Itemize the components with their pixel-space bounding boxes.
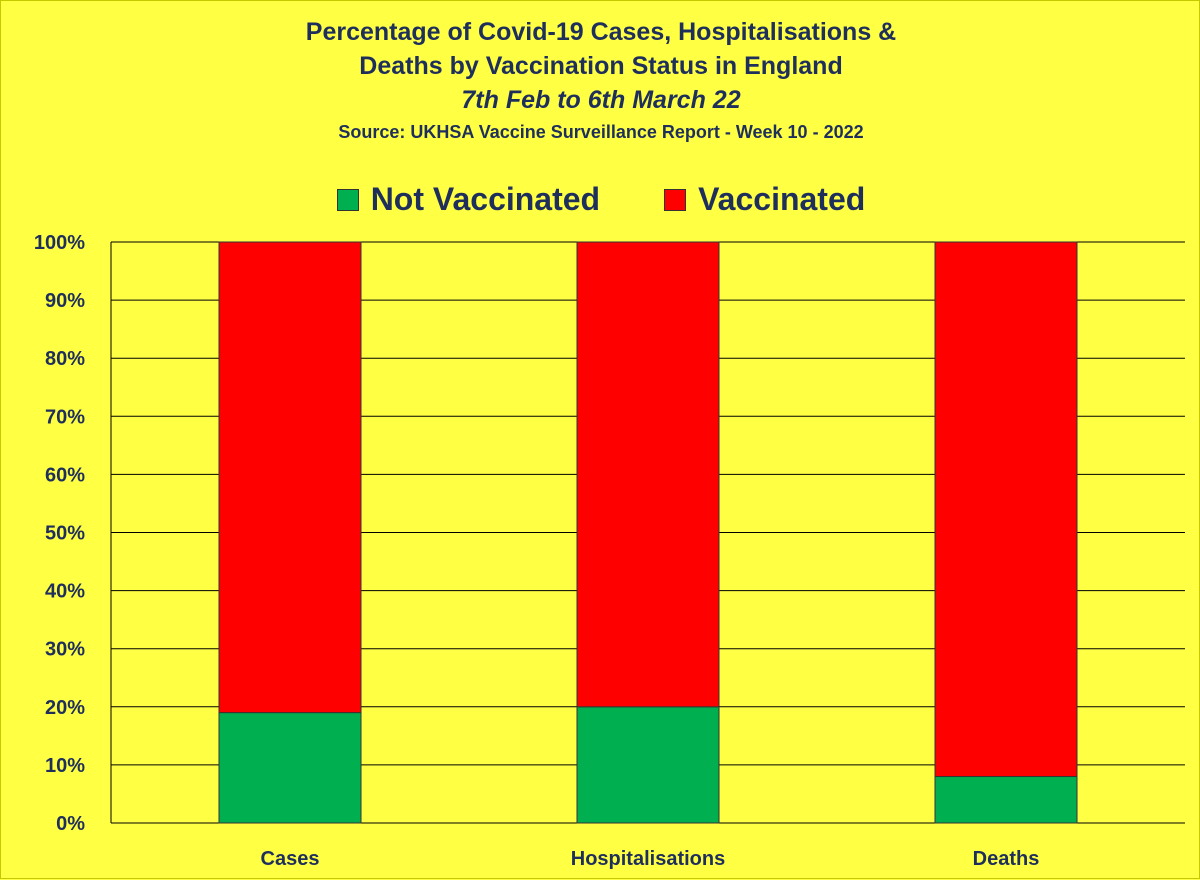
- x-tick-label: Cases: [261, 848, 320, 870]
- y-tick-label: 30%: [45, 639, 85, 661]
- chart-source: Source: UKHSA Vaccine Surveillance Repor…: [338, 122, 864, 142]
- chart-title-line-2: Deaths by Vaccination Status in England: [359, 52, 843, 80]
- y-tick-label: 90%: [45, 290, 85, 312]
- y-tick-label: 40%: [45, 581, 85, 603]
- chart-subtitle: 7th Feb to 6th March 22: [461, 86, 741, 114]
- legend-item-not-vaccinated: Not Vaccinated: [336, 181, 601, 218]
- legend-label-not-vaccinated: Not Vaccinated: [370, 181, 601, 217]
- y-tick-label: 70%: [45, 406, 85, 428]
- legend-item-vaccinated: Vaccinated: [664, 181, 865, 218]
- x-tick-label: Deaths: [973, 848, 1040, 870]
- bar-not-vaccinated-hospitalisations: [576, 706, 720, 824]
- bar-not-vaccinated-cases: [218, 712, 362, 824]
- legend-swatch-not-vaccinated: [336, 188, 359, 211]
- x-tick-label: Hospitalisations: [571, 848, 725, 870]
- y-tick-label: 60%: [45, 464, 85, 486]
- chart-header: Percentage of Covid-19 Cases, Hospitalis…: [1, 15, 1200, 147]
- bar-vaccinated-deaths: [934, 241, 1078, 778]
- bar-vaccinated-cases: [218, 241, 362, 714]
- y-tick-label: 50%: [45, 523, 85, 545]
- y-tick-label: 10%: [45, 755, 85, 777]
- y-tick-label: 100%: [34, 232, 85, 254]
- chart-title-line-1: Percentage of Covid-19 Cases, Hospitalis…: [305, 18, 897, 46]
- y-tick-label: 20%: [45, 697, 85, 719]
- legend-swatch-vaccinated: [664, 188, 687, 211]
- legend-label-vaccinated: Vaccinated: [698, 181, 866, 217]
- y-tick-label: 0%: [56, 813, 85, 835]
- bar-vaccinated-hospitalisations: [576, 241, 720, 708]
- bar-not-vaccinated-deaths: [934, 776, 1078, 824]
- legend: Not Vaccinated Vaccinated: [1, 181, 1200, 218]
- y-tick-label: 80%: [45, 348, 85, 370]
